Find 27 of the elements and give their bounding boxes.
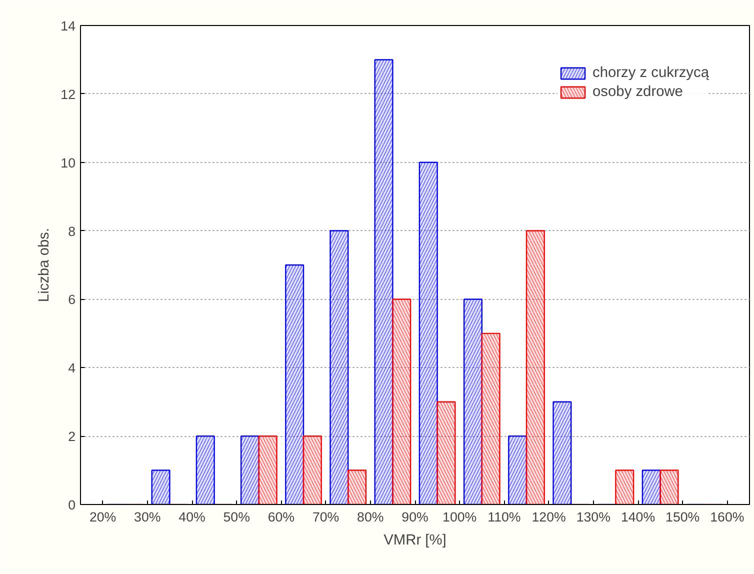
x-tick-label: 100% xyxy=(442,510,477,524)
y-tick-label: 8 xyxy=(68,224,76,239)
x-tick-label: 50% xyxy=(223,510,250,524)
x-tick-label: 40% xyxy=(178,510,206,524)
legend-label: osoby zdrowe xyxy=(592,84,683,100)
y-axis-title: Liczba obs. xyxy=(36,228,53,302)
x-tick-label: 110% xyxy=(488,510,521,524)
y-tick-label: 2 xyxy=(68,429,76,444)
x-axis-title: VMRr [%] xyxy=(384,532,446,548)
x-tick-label: 80% xyxy=(357,510,384,524)
y-tick-label: 10 xyxy=(60,155,76,170)
x-tick-label: 120% xyxy=(532,510,566,524)
x-tick-label: 90% xyxy=(402,510,428,524)
x-tick-label: 130% xyxy=(576,510,611,524)
y-tick-label: 14 xyxy=(60,18,76,34)
x-tick-label: 30% xyxy=(134,510,161,524)
x-tick-label: 70% xyxy=(312,510,340,524)
y-tick-label: 12 xyxy=(60,86,76,102)
x-tick-label: 60% xyxy=(268,510,295,524)
legend-label: chorzy z cukrzycą xyxy=(592,65,709,81)
x-tick-label: 140% xyxy=(620,510,656,524)
y-tick-label: 6 xyxy=(68,292,76,308)
y-tick-label: 0 xyxy=(68,498,76,512)
x-tick-label: 150% xyxy=(666,510,700,524)
x-tick-label: 20% xyxy=(89,510,116,524)
x-tick-label: 160% xyxy=(710,510,744,524)
y-tick-label: 4 xyxy=(68,360,76,376)
